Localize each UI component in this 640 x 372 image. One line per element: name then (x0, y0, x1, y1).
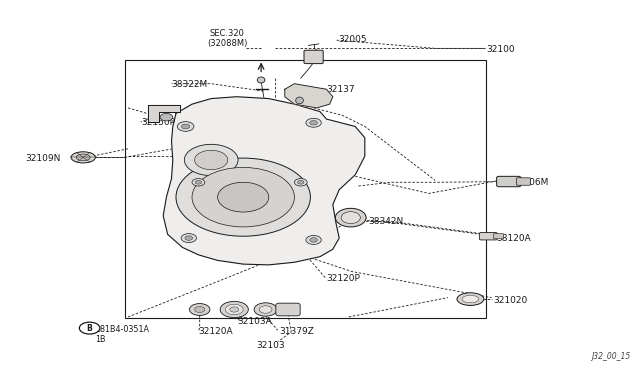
Text: 38120A: 38120A (496, 234, 531, 243)
Circle shape (310, 238, 317, 242)
Circle shape (298, 180, 304, 184)
Text: 38342N: 38342N (368, 217, 403, 226)
Ellipse shape (462, 295, 479, 303)
Polygon shape (285, 84, 333, 108)
Text: 32120P: 32120P (326, 274, 360, 283)
Text: 32109N: 32109N (26, 154, 61, 163)
Circle shape (195, 180, 202, 184)
Circle shape (192, 179, 205, 186)
Text: J32_00_15: J32_00_15 (591, 352, 630, 361)
Circle shape (160, 113, 173, 121)
Text: 31379Z: 31379Z (279, 327, 314, 336)
Circle shape (176, 158, 310, 236)
Ellipse shape (335, 208, 366, 227)
Circle shape (310, 121, 317, 125)
Polygon shape (148, 105, 180, 122)
Ellipse shape (341, 212, 360, 224)
Circle shape (185, 236, 193, 240)
Circle shape (220, 301, 248, 318)
Bar (125, 60, 486, 318)
Text: 32103: 32103 (256, 341, 285, 350)
Circle shape (306, 118, 321, 127)
Circle shape (181, 234, 196, 243)
FancyBboxPatch shape (304, 50, 323, 64)
Circle shape (225, 304, 243, 315)
Text: B: B (87, 324, 92, 333)
Text: 181B4-0351A
1B: 181B4-0351A 1B (95, 325, 148, 344)
Text: 32137: 32137 (326, 85, 355, 94)
Ellipse shape (457, 293, 484, 305)
Circle shape (195, 307, 205, 312)
Circle shape (259, 306, 272, 313)
Polygon shape (163, 97, 365, 265)
Circle shape (254, 303, 277, 316)
FancyBboxPatch shape (497, 176, 521, 187)
Ellipse shape (257, 77, 265, 83)
Circle shape (177, 122, 194, 131)
Ellipse shape (71, 152, 95, 163)
FancyBboxPatch shape (479, 232, 497, 240)
Text: 32005: 32005 (338, 35, 367, 44)
Text: 32150P: 32150P (141, 118, 175, 127)
Circle shape (79, 322, 100, 334)
Circle shape (218, 182, 269, 212)
Circle shape (306, 235, 321, 244)
Text: SEC.320
(32088M): SEC.320 (32088M) (207, 29, 248, 48)
FancyBboxPatch shape (493, 234, 504, 239)
Circle shape (189, 304, 210, 315)
FancyBboxPatch shape (276, 303, 300, 316)
Circle shape (184, 144, 238, 176)
Ellipse shape (296, 97, 303, 104)
Circle shape (192, 167, 294, 227)
Text: 32006M: 32006M (512, 178, 548, 187)
Circle shape (230, 307, 239, 312)
Circle shape (195, 150, 228, 170)
Text: 38322M: 38322M (172, 80, 208, 89)
FancyBboxPatch shape (516, 178, 531, 185)
Circle shape (182, 124, 189, 129)
Text: 32100: 32100 (486, 45, 515, 54)
Ellipse shape (76, 154, 90, 161)
Circle shape (294, 179, 307, 186)
Text: 32103A: 32103A (237, 317, 271, 326)
Text: 32120A: 32120A (198, 327, 233, 336)
Text: 321020: 321020 (493, 296, 527, 305)
